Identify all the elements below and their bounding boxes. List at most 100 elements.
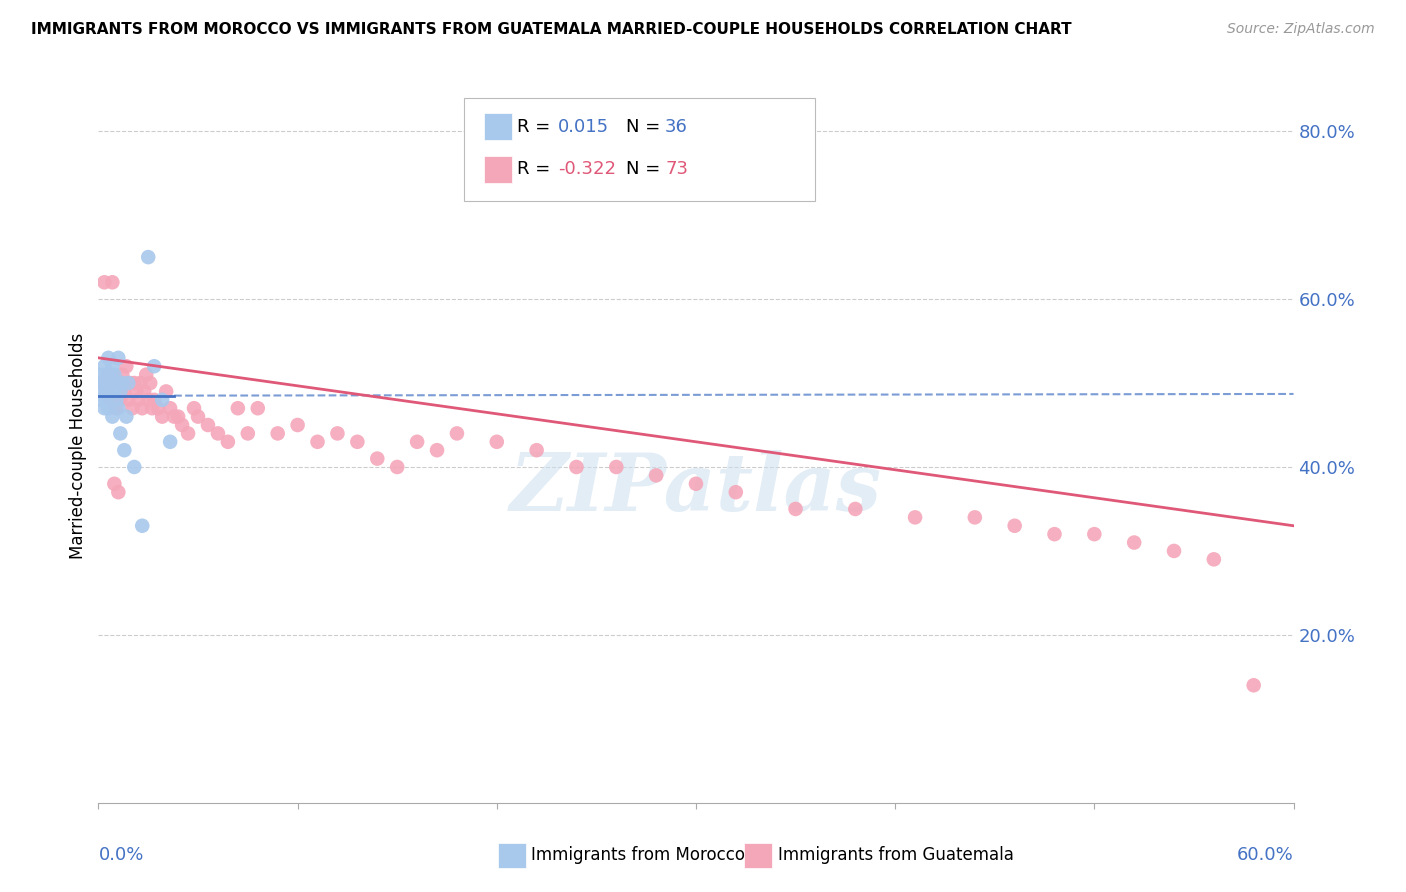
Point [107, 351, 129, 365]
Point [163, 409, 186, 424]
Point [107, 401, 129, 416]
Point [96, 384, 118, 399]
Point [91, 376, 114, 390]
Point [101, 376, 124, 390]
Text: 73: 73 [665, 161, 688, 178]
Point [110, 384, 132, 399]
Point [446, 426, 468, 441]
Point [1004, 518, 1026, 533]
Point [143, 359, 166, 374]
Point [366, 451, 388, 466]
Text: ZIPatlas: ZIPatlas [510, 450, 882, 527]
Point [97, 368, 120, 382]
Point [135, 368, 157, 382]
Point [103, 376, 125, 390]
Point [129, 376, 152, 390]
Text: 60.0%: 60.0% [1237, 846, 1294, 863]
Point [1243, 678, 1265, 692]
Point [124, 376, 146, 390]
Point [103, 476, 125, 491]
Point [143, 392, 166, 407]
Point [117, 392, 139, 407]
Point [177, 426, 200, 441]
Point [724, 485, 747, 500]
Point [685, 476, 707, 491]
Point [97, 351, 120, 365]
Point [107, 376, 129, 390]
Point [127, 392, 149, 407]
Point [139, 376, 162, 390]
Point [115, 409, 138, 424]
Point [112, 384, 135, 399]
Text: -0.322: -0.322 [558, 161, 616, 178]
Point [148, 401, 170, 416]
Text: R =: R = [517, 161, 557, 178]
Text: 0.015: 0.015 [558, 118, 609, 136]
Point [105, 376, 128, 390]
Point [207, 426, 229, 441]
Point [183, 401, 205, 416]
Point [120, 376, 142, 390]
Point [93, 401, 115, 416]
Point [385, 460, 409, 475]
Point [131, 401, 153, 416]
Point [101, 359, 124, 374]
Point [844, 502, 866, 516]
Point [217, 434, 239, 449]
Point [226, 401, 249, 416]
Point [326, 426, 349, 441]
Text: Immigrants from Morocco: Immigrants from Morocco [531, 847, 745, 864]
Point [346, 434, 368, 449]
Point [101, 409, 124, 424]
Point [136, 250, 159, 264]
Point [98, 368, 122, 382]
Point [246, 401, 269, 416]
Point [287, 417, 309, 432]
Point [96, 368, 118, 382]
Point [93, 275, 115, 289]
Point [98, 384, 122, 399]
Point [121, 401, 143, 416]
Point [117, 376, 139, 390]
Point [645, 468, 668, 483]
Point [150, 392, 173, 407]
Point [111, 368, 134, 382]
Point [91, 384, 114, 399]
Point [112, 443, 135, 458]
Point [103, 368, 125, 382]
Point [105, 392, 128, 407]
Point [159, 434, 181, 449]
Point [1202, 552, 1225, 566]
Point [125, 384, 148, 399]
Point [1163, 544, 1185, 558]
Point [236, 426, 259, 441]
Point [1083, 527, 1105, 541]
Text: 36: 36 [665, 118, 688, 136]
Point [93, 376, 115, 390]
Text: Source: ZipAtlas.com: Source: ZipAtlas.com [1227, 22, 1375, 37]
Point [605, 460, 627, 475]
Point [150, 409, 173, 424]
Point [197, 417, 219, 432]
Point [105, 401, 128, 416]
Point [267, 426, 290, 441]
Point [904, 510, 927, 524]
Point [91, 376, 114, 390]
Point [93, 359, 115, 374]
Point [426, 443, 449, 458]
Point [485, 434, 508, 449]
Point [115, 359, 138, 374]
Y-axis label: Married-couple Households: Married-couple Households [69, 333, 87, 559]
Point [1043, 527, 1066, 541]
Point [307, 434, 329, 449]
Point [406, 434, 429, 449]
Point [134, 384, 156, 399]
Point [136, 392, 159, 407]
Point [963, 510, 986, 524]
Point [101, 275, 124, 289]
Point [98, 392, 122, 407]
Point [97, 376, 120, 390]
Point [103, 384, 125, 399]
Point [565, 460, 588, 475]
Point [89, 392, 111, 407]
